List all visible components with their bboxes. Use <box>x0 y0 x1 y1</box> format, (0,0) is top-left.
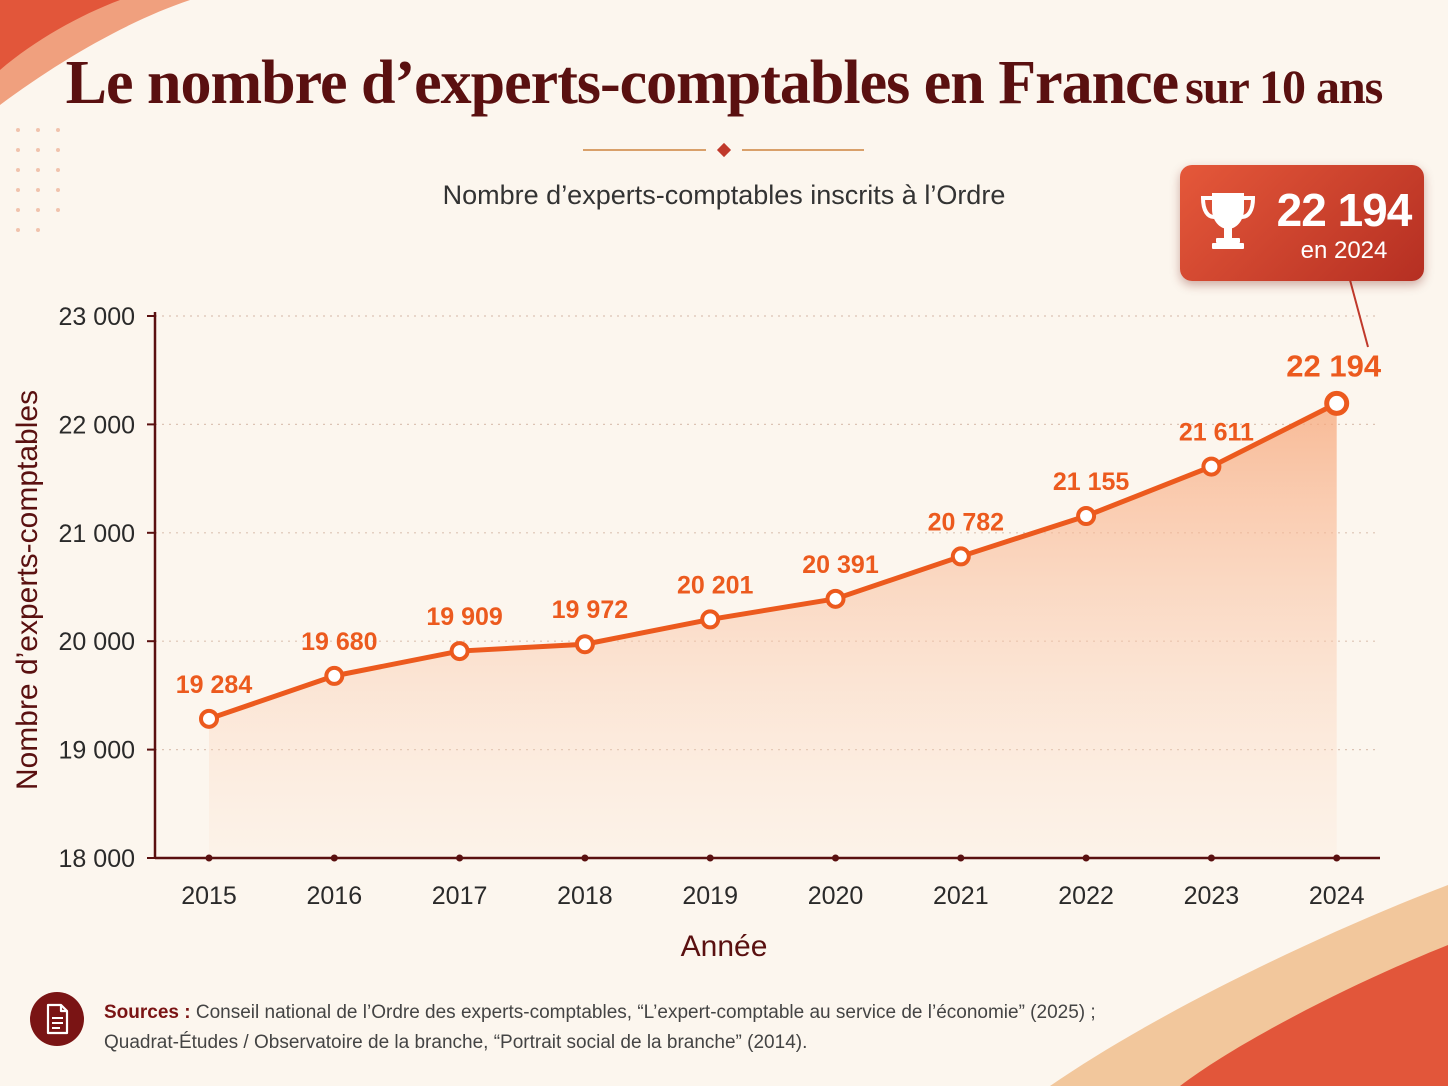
data-label: 20 201 <box>677 571 754 599</box>
y-tick-label: 20 000 <box>59 628 135 656</box>
trophy-icon <box>1200 193 1256 249</box>
x-tick-label: 2017 <box>432 882 488 910</box>
sources-line-1: Conseil national de l’Ordre des experts-… <box>195 1002 1096 1023</box>
highlight-badge: 22 194 en 2024 <box>1180 165 1424 281</box>
data-label: 20 782 <box>928 508 1004 536</box>
x-tick-mark <box>957 854 965 862</box>
data-point <box>825 588 846 609</box>
y-tick-label: 22 000 <box>59 411 135 439</box>
x-tick-mark <box>1082 854 1090 862</box>
x-tick-mark <box>205 854 213 862</box>
x-tick-mark <box>1333 854 1341 862</box>
data-point <box>1076 505 1097 526</box>
x-tick-mark <box>706 854 714 862</box>
title-divider-diamond <box>716 142 732 158</box>
data-label: 21 611 <box>1179 419 1254 447</box>
y-tick-label: 18 000 <box>59 845 135 873</box>
x-tick-label: 2018 <box>557 882 613 910</box>
area-fill <box>209 403 1337 858</box>
y-tick-label: 19 000 <box>59 737 135 765</box>
page-title: Le nombre d’experts-comptables en France… <box>0 52 1448 114</box>
title-sub: sur 10 ans <box>1185 61 1383 114</box>
sources-label: Sources : <box>104 1002 191 1023</box>
title-main: Le nombre d’experts-comptables en France <box>65 49 1180 117</box>
x-tick-label: 2021 <box>933 882 989 910</box>
data-label: 19 909 <box>426 603 502 631</box>
data-point <box>950 546 971 567</box>
x-tick-mark <box>581 854 589 862</box>
data-label: 19 972 <box>552 596 628 624</box>
document-icon <box>30 992 84 1046</box>
data-point <box>574 634 595 655</box>
corner-shape-top-left-dark <box>0 0 120 70</box>
data-point <box>324 665 345 686</box>
chart-subtitle: Nombre d’experts-comptables inscrits à l… <box>442 180 1006 210</box>
data-label: 21 155 <box>1053 468 1130 496</box>
data-label: 20 391 <box>802 551 879 579</box>
data-point <box>449 641 470 662</box>
y-tick-label: 21 000 <box>59 520 135 548</box>
data-label: 22 194 <box>1286 348 1382 383</box>
data-point <box>1324 390 1350 416</box>
corner-shape-bottom-right <box>1180 945 1448 1086</box>
dot-pattern <box>16 128 60 232</box>
data-label: 19 680 <box>301 628 377 656</box>
x-tick-mark <box>330 854 338 862</box>
data-point <box>199 708 219 729</box>
x-tick-label: 2024 <box>1309 882 1365 910</box>
badge-value: 22 194 <box>1276 184 1413 236</box>
x-tick-label: 2019 <box>682 882 738 910</box>
x-tick-mark <box>832 854 839 862</box>
x-tick-label: 2015 <box>181 882 237 910</box>
y-tick-label: 23 000 <box>59 303 135 331</box>
badge-year: en 2024 <box>1300 237 1388 264</box>
sources-line-2: Quadrat-Études / Observatoire de la bran… <box>104 1032 808 1053</box>
data-point <box>700 609 721 630</box>
badge-connector <box>1349 279 1369 348</box>
x-tick-label: 2022 <box>1058 882 1114 910</box>
x-tick-label: 2023 <box>1184 882 1240 910</box>
x-tick-mark <box>1207 854 1215 862</box>
x-tick-mark <box>456 854 464 862</box>
series-line <box>206 400 1340 722</box>
sources-text: Sources : Conseil national de l’Ordre de… <box>104 998 1144 1058</box>
x-tick-label: 2016 <box>306 882 362 910</box>
y-axis-label: Nombre d’experts-comptables <box>11 389 44 791</box>
x-tick-label: 2020 <box>808 882 864 910</box>
x-axis-label: Année <box>680 930 768 963</box>
data-point <box>1201 456 1222 477</box>
data-label: 19 284 <box>176 671 253 699</box>
